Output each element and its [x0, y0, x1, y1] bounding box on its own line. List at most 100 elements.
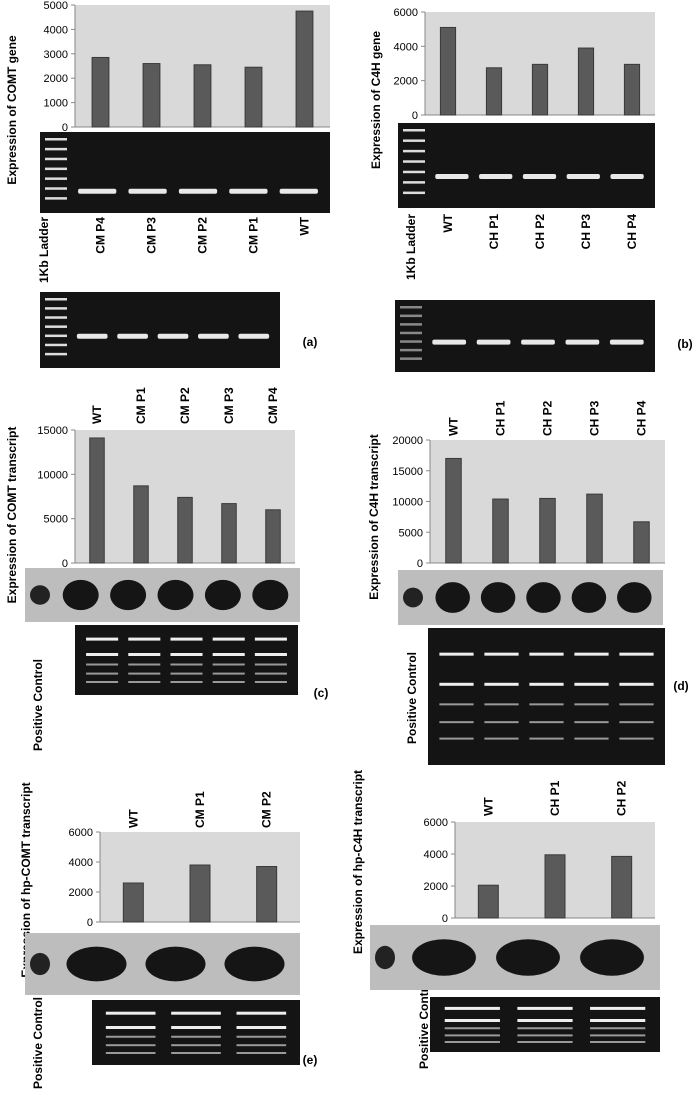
panel-label: (c) — [314, 686, 329, 700]
gel-band — [439, 737, 474, 740]
gel-band — [128, 637, 161, 641]
gel-band — [105, 1044, 156, 1047]
gel-band — [78, 188, 117, 194]
bar — [586, 493, 603, 564]
y-tick-label: 20000 — [392, 435, 423, 447]
lane-label: CH P3 — [588, 400, 602, 436]
gel-band — [435, 174, 469, 179]
gel-band — [517, 1041, 573, 1043]
gel-band — [484, 652, 519, 656]
blot-band — [617, 582, 652, 613]
ladder-band — [403, 181, 425, 184]
y-tick-label: 0 — [417, 558, 423, 570]
y-tick-label: 0 — [62, 558, 68, 570]
gel-band — [170, 681, 203, 683]
gel-band — [444, 1027, 500, 1030]
gel-band — [170, 663, 203, 666]
y-tick-label: 6000 — [394, 7, 418, 19]
y-tick-label: 6000 — [69, 827, 93, 839]
bar — [244, 66, 263, 128]
y-tick-label: 15000 — [392, 466, 423, 478]
y-tick-label: 2000 — [69, 887, 93, 899]
gel-band — [76, 333, 108, 339]
blot-band — [252, 579, 289, 611]
bar — [539, 497, 556, 564]
gel-band — [117, 333, 148, 339]
bar — [492, 498, 509, 564]
ladder-band — [403, 191, 425, 195]
y-tick-label: 5000 — [44, 0, 68, 12]
gel-band — [86, 681, 119, 683]
gel-band — [439, 721, 474, 724]
gel-band — [236, 1044, 287, 1047]
lane-label: CH P2 — [541, 400, 555, 436]
bar — [295, 10, 314, 128]
panel-label: (d) — [673, 679, 688, 693]
y-tick-label: 5000 — [399, 527, 423, 539]
gel-band — [529, 652, 564, 656]
bar — [91, 56, 110, 128]
ladder-label: 1Kb Ladder — [404, 214, 418, 280]
ladder-band — [403, 129, 425, 132]
ladder-band — [400, 314, 422, 318]
bar — [122, 882, 144, 923]
gel-band — [574, 737, 609, 740]
gel-band — [171, 1026, 221, 1029]
ladder-band — [45, 298, 67, 301]
ladder-label: 1Kb Ladder — [37, 217, 51, 283]
lane-label: CM P4 — [94, 217, 108, 254]
bar — [531, 63, 549, 116]
ladder-band — [403, 160, 425, 163]
blot-band — [66, 946, 127, 982]
gel-band — [517, 1034, 573, 1037]
y-tick-label: 0 — [412, 110, 418, 122]
gel-band — [609, 339, 644, 345]
lane-label: CH P1 — [548, 780, 562, 816]
gel-band — [529, 721, 564, 724]
bar — [89, 437, 105, 564]
gel-band — [212, 653, 245, 656]
gel-band — [590, 1019, 646, 1022]
gel-band — [590, 1034, 646, 1037]
ladder-band — [400, 348, 422, 352]
y-tick-label: 10000 — [37, 469, 68, 481]
gel-band — [254, 653, 287, 656]
lane-label: CH P1 — [494, 400, 508, 436]
gel-band — [444, 1034, 500, 1037]
gel-band — [171, 1044, 221, 1047]
ladder-band — [403, 149, 425, 153]
lane-label: CM P1 — [193, 791, 207, 828]
bar — [445, 457, 462, 564]
blot-band — [224, 946, 285, 982]
control-label: Positive Control — [405, 652, 419, 744]
gel-band — [439, 703, 474, 706]
bar — [633, 521, 650, 564]
gel-band — [432, 339, 467, 345]
control-label: Positive Control — [31, 659, 45, 751]
lane-label: CH P3 — [579, 214, 593, 250]
gel-band — [484, 682, 519, 686]
y-axis-label: Expression of C4H gene — [369, 31, 383, 169]
lane-label: CM P2 — [260, 791, 274, 828]
y-axis-label: Expression of COMT transcript — [5, 427, 19, 604]
gel-image — [92, 1000, 300, 1065]
ladder-band — [400, 323, 422, 326]
y-tick-label: 3000 — [44, 49, 68, 61]
bar — [133, 485, 149, 564]
gel-band — [170, 672, 203, 675]
blot-band — [145, 946, 206, 982]
gel-band — [212, 637, 245, 641]
gel-band — [484, 737, 519, 740]
gel-band — [198, 333, 229, 339]
y-tick-label: 2000 — [424, 881, 448, 893]
y-tick-label: 1000 — [44, 98, 68, 110]
gel-band — [254, 681, 287, 683]
gel-band — [619, 682, 654, 686]
blot-band — [403, 587, 423, 608]
lane-label: CM P3 — [145, 217, 159, 254]
y-tick-label: 4000 — [69, 857, 93, 869]
lane-label: WT — [441, 213, 455, 232]
bar — [256, 866, 278, 923]
lane-label: CH P4 — [635, 400, 649, 436]
bar — [439, 26, 457, 116]
